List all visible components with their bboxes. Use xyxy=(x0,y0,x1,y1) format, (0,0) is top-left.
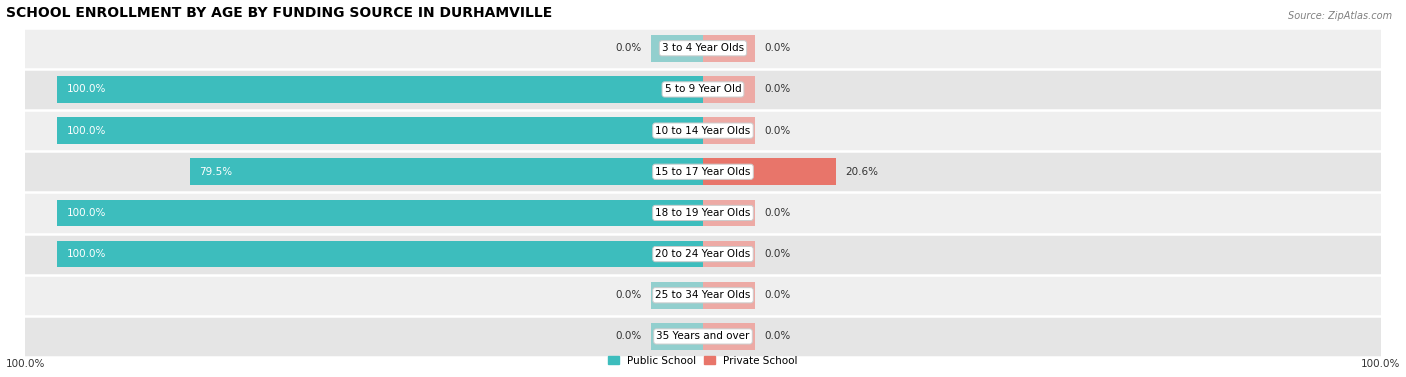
Bar xyxy=(703,35,755,61)
Text: 35 Years and over: 35 Years and over xyxy=(657,331,749,342)
Bar xyxy=(703,199,755,226)
Bar xyxy=(25,69,1381,110)
Text: 0.0%: 0.0% xyxy=(616,290,641,300)
Text: SCHOOL ENROLLMENT BY AGE BY FUNDING SOURCE IN DURHAMVILLE: SCHOOL ENROLLMENT BY AGE BY FUNDING SOUR… xyxy=(6,6,551,20)
Bar xyxy=(58,76,703,103)
Bar xyxy=(703,117,755,144)
Text: 0.0%: 0.0% xyxy=(616,43,641,53)
Bar xyxy=(25,192,1381,233)
Bar xyxy=(703,76,755,103)
Bar xyxy=(58,199,703,226)
Text: 0.0%: 0.0% xyxy=(765,43,790,53)
Text: Source: ZipAtlas.com: Source: ZipAtlas.com xyxy=(1288,11,1392,21)
Text: 25 to 34 Year Olds: 25 to 34 Year Olds xyxy=(655,290,751,300)
Bar xyxy=(25,151,1381,192)
Bar xyxy=(703,282,755,309)
Text: 3 to 4 Year Olds: 3 to 4 Year Olds xyxy=(662,43,744,53)
Text: 20.6%: 20.6% xyxy=(846,167,879,177)
Text: 10 to 14 Year Olds: 10 to 14 Year Olds xyxy=(655,126,751,136)
Bar xyxy=(703,323,755,350)
Bar xyxy=(651,282,703,309)
Bar xyxy=(651,323,703,350)
Text: 0.0%: 0.0% xyxy=(765,208,790,218)
Text: 100.0%: 100.0% xyxy=(67,249,107,259)
Text: 15 to 17 Year Olds: 15 to 17 Year Olds xyxy=(655,167,751,177)
Bar xyxy=(703,158,837,185)
Text: 5 to 9 Year Old: 5 to 9 Year Old xyxy=(665,84,741,94)
Text: 0.0%: 0.0% xyxy=(765,331,790,342)
Text: 0.0%: 0.0% xyxy=(765,249,790,259)
Text: 18 to 19 Year Olds: 18 to 19 Year Olds xyxy=(655,208,751,218)
Text: 79.5%: 79.5% xyxy=(200,167,232,177)
Bar xyxy=(25,275,1381,316)
Bar xyxy=(25,28,1381,69)
Bar xyxy=(703,241,755,268)
Text: 100.0%: 100.0% xyxy=(67,84,107,94)
Text: 0.0%: 0.0% xyxy=(765,126,790,136)
Legend: Public School, Private School: Public School, Private School xyxy=(605,351,801,370)
Bar xyxy=(58,241,703,268)
Text: 20 to 24 Year Olds: 20 to 24 Year Olds xyxy=(655,249,751,259)
Bar xyxy=(25,316,1381,357)
Text: 100.0%: 100.0% xyxy=(67,126,107,136)
Text: 0.0%: 0.0% xyxy=(765,84,790,94)
Bar xyxy=(25,110,1381,151)
Bar xyxy=(25,233,1381,275)
Bar xyxy=(190,158,703,185)
Text: 100.0%: 100.0% xyxy=(67,208,107,218)
Text: 100.0%: 100.0% xyxy=(1361,359,1400,369)
Text: 100.0%: 100.0% xyxy=(6,359,45,369)
Text: 0.0%: 0.0% xyxy=(765,290,790,300)
Bar xyxy=(58,117,703,144)
Bar xyxy=(651,35,703,61)
Text: 0.0%: 0.0% xyxy=(616,331,641,342)
